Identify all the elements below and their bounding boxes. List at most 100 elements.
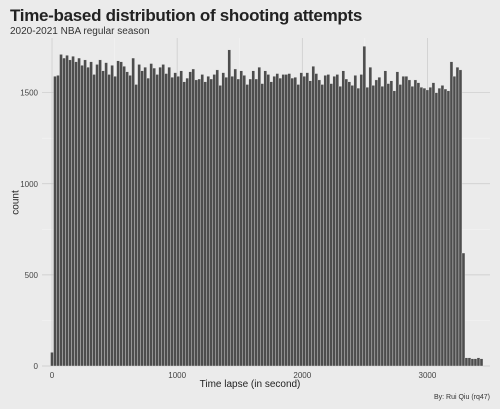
histogram-bar (272, 76, 276, 367)
histogram-bar (143, 66, 147, 367)
histogram-bar (101, 70, 105, 367)
histogram-bar (437, 87, 442, 367)
histogram-bar (176, 76, 180, 367)
histogram-bar (425, 89, 430, 367)
histogram-bar (278, 77, 282, 367)
histogram-bar (290, 77, 294, 367)
histogram-bar (107, 74, 111, 367)
histogram-bar (218, 85, 222, 367)
histogram-bar (182, 81, 186, 367)
histogram-bar (455, 66, 460, 367)
histogram-bar (239, 70, 243, 367)
histogram-bar (113, 76, 117, 367)
histogram-bar (323, 75, 327, 367)
histogram-bar (416, 82, 421, 367)
histogram-bar (131, 57, 135, 367)
histogram-bar (257, 66, 261, 367)
histogram-bar (242, 75, 246, 367)
histogram-bar (446, 90, 451, 367)
histogram-bar (236, 78, 240, 367)
histogram-bar (422, 87, 427, 367)
y-tick-label: 1000 (20, 180, 38, 189)
histogram-bar (389, 80, 394, 367)
histogram-bar (77, 57, 81, 367)
histogram-bar (362, 46, 367, 367)
histogram-bar (326, 74, 330, 367)
histogram-bar (173, 72, 177, 367)
histogram-bar (128, 75, 132, 367)
histogram-bar (320, 84, 324, 367)
histogram-bar (221, 72, 225, 367)
histogram-bar (164, 73, 168, 367)
histogram-bar (296, 84, 300, 367)
histogram-bar (149, 63, 153, 367)
histogram-bar (251, 70, 255, 367)
histogram-bar (260, 83, 264, 367)
histogram-bar (347, 81, 352, 367)
histogram-bar (374, 79, 379, 367)
y-axis-ticks: 0 500 1000 1500 (20, 89, 38, 371)
histogram-bar (59, 54, 63, 367)
y-tick-label: 0 (34, 362, 39, 371)
histogram-bar (398, 84, 403, 367)
histogram-bar (95, 64, 99, 367)
histogram-bar (380, 86, 385, 367)
histogram-bar (275, 73, 279, 367)
histogram-bar (125, 71, 129, 367)
histogram-bar (356, 87, 361, 367)
histogram-bar (329, 83, 333, 367)
histogram-bar (122, 66, 126, 367)
histogram-bar (392, 90, 397, 367)
histogram-bar (404, 76, 409, 367)
histogram-bar (386, 83, 391, 367)
histogram-bar (443, 88, 448, 367)
histogram-bar (299, 72, 303, 367)
histogram-bar (104, 62, 108, 367)
histogram-bar (308, 80, 312, 367)
histogram-bar (212, 74, 216, 367)
histogram-bar (254, 78, 258, 367)
histogram-bar (287, 73, 291, 367)
histogram-bar (332, 76, 337, 367)
histogram-bar (431, 82, 436, 367)
histogram-bar (467, 357, 472, 367)
histogram-bar (188, 71, 192, 367)
histogram-bar (179, 70, 183, 367)
histogram-bar (170, 77, 174, 367)
histogram-bar (383, 70, 388, 367)
histogram-bar (344, 78, 349, 367)
histogram-bar (62, 57, 66, 367)
y-tick-label: 1500 (20, 89, 38, 98)
histogram-bar (335, 74, 340, 367)
histogram-bar (419, 87, 424, 367)
histogram-bar (317, 79, 321, 367)
histogram-bar (470, 358, 475, 367)
histogram-bar (71, 56, 75, 367)
histogram-bar (80, 65, 84, 367)
histogram-bar (140, 70, 144, 367)
histogram-bar (56, 75, 60, 367)
histogram-bar (53, 76, 57, 367)
histogram-bar (167, 66, 171, 367)
y-tick-label: 500 (25, 271, 39, 280)
histogram-bar (266, 74, 270, 367)
histogram-bar (209, 78, 213, 367)
histogram-bar (152, 67, 156, 367)
histogram-bar (110, 65, 114, 367)
histogram-bar (215, 69, 219, 367)
histogram-bar (464, 357, 469, 367)
histogram-bar (461, 252, 466, 367)
histogram-bar (434, 92, 439, 367)
histogram-bar (224, 77, 228, 367)
histogram-bar (86, 66, 90, 367)
histogram-bar (227, 49, 231, 367)
histogram-bar (83, 59, 87, 367)
histogram-bar (89, 61, 93, 367)
histogram-bar (353, 75, 358, 367)
x-tick-label: 3000 (419, 371, 437, 380)
histogram-bar (359, 74, 364, 367)
histogram-bar (197, 78, 201, 367)
histogram-bar (458, 69, 463, 367)
histogram-bar (314, 73, 318, 367)
